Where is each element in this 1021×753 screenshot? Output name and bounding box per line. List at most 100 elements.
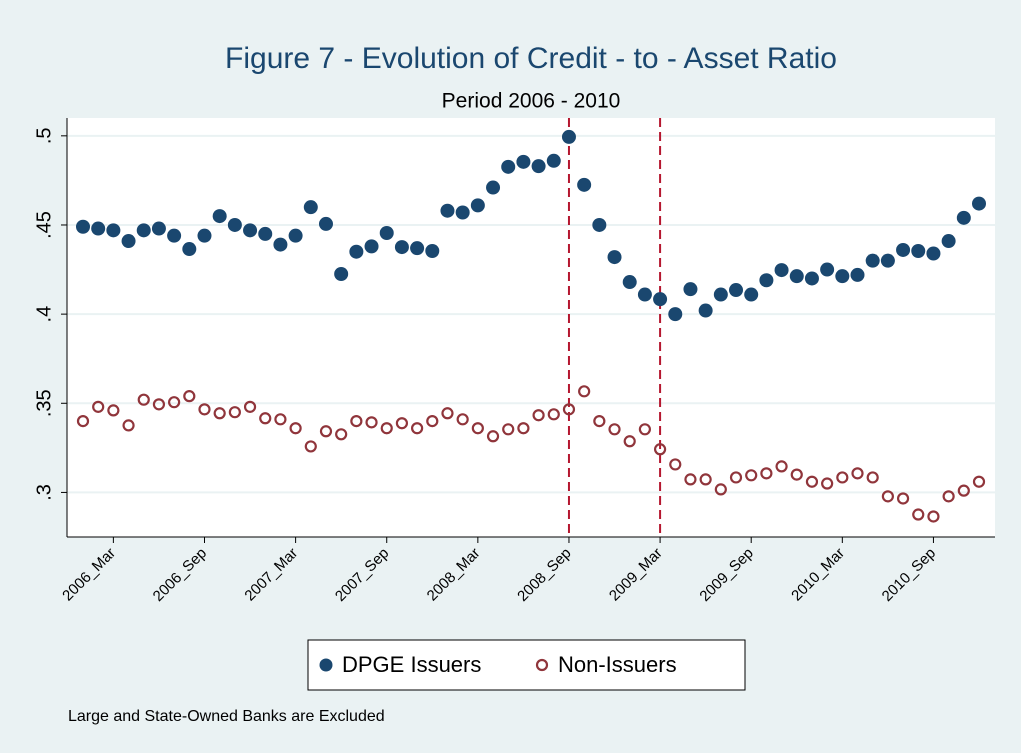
point bbox=[304, 440, 317, 453]
point bbox=[394, 240, 409, 255]
point bbox=[289, 422, 302, 435]
point bbox=[136, 223, 151, 238]
point bbox=[137, 393, 150, 406]
point bbox=[774, 263, 789, 278]
point bbox=[562, 403, 576, 416]
point bbox=[441, 407, 454, 420]
point bbox=[623, 435, 636, 448]
point bbox=[486, 180, 501, 195]
point bbox=[821, 477, 834, 490]
point bbox=[152, 398, 166, 411]
point bbox=[668, 307, 683, 322]
point bbox=[410, 241, 425, 256]
point bbox=[835, 269, 850, 284]
point bbox=[638, 423, 651, 436]
point bbox=[911, 244, 926, 259]
point bbox=[713, 287, 728, 302]
chart-subtitle: Period 2006 - 2010 bbox=[442, 90, 621, 113]
point bbox=[486, 430, 500, 443]
legend-marker bbox=[319, 658, 333, 672]
point bbox=[501, 159, 516, 174]
point bbox=[608, 423, 621, 436]
point bbox=[456, 413, 469, 426]
point bbox=[122, 419, 135, 432]
legend-box bbox=[307, 639, 746, 691]
point bbox=[896, 492, 910, 505]
legend-label: Non-Issuers bbox=[558, 652, 677, 677]
point bbox=[880, 253, 895, 268]
point bbox=[531, 159, 546, 174]
point bbox=[274, 413, 287, 426]
point bbox=[183, 390, 196, 403]
point bbox=[729, 283, 744, 298]
point bbox=[517, 422, 530, 435]
point bbox=[912, 508, 925, 521]
point bbox=[805, 475, 819, 488]
point bbox=[699, 473, 712, 486]
point bbox=[91, 221, 106, 236]
point bbox=[683, 282, 698, 297]
point bbox=[121, 234, 136, 249]
chart-title: Figure 7 - Evolution of Credit - to - As… bbox=[225, 42, 837, 75]
point bbox=[578, 385, 591, 398]
point bbox=[729, 471, 743, 484]
point bbox=[288, 228, 303, 243]
point bbox=[425, 244, 440, 259]
point bbox=[303, 200, 318, 215]
point bbox=[213, 407, 226, 420]
legend-marker bbox=[535, 658, 549, 672]
point bbox=[881, 490, 894, 503]
point bbox=[411, 422, 424, 435]
point bbox=[760, 467, 773, 480]
point bbox=[227, 217, 242, 232]
point bbox=[926, 246, 941, 261]
point bbox=[745, 469, 758, 482]
point bbox=[957, 484, 970, 497]
point bbox=[865, 253, 880, 268]
point bbox=[592, 217, 607, 232]
point bbox=[76, 415, 90, 428]
point bbox=[350, 415, 363, 428]
y-tick-label: .5 bbox=[33, 127, 55, 144]
point bbox=[684, 473, 697, 486]
point bbox=[167, 228, 182, 243]
point bbox=[516, 154, 531, 169]
point bbox=[653, 443, 667, 456]
point bbox=[76, 219, 90, 234]
point bbox=[956, 210, 971, 225]
point bbox=[942, 490, 955, 503]
point bbox=[365, 416, 378, 429]
point bbox=[455, 205, 470, 220]
point bbox=[851, 467, 864, 480]
point bbox=[502, 423, 515, 436]
point bbox=[440, 203, 455, 218]
point bbox=[896, 242, 911, 257]
point bbox=[106, 223, 121, 238]
point bbox=[622, 275, 637, 290]
point bbox=[212, 209, 227, 224]
point bbox=[335, 428, 348, 441]
point bbox=[258, 226, 273, 241]
point bbox=[820, 262, 835, 277]
point bbox=[714, 483, 727, 496]
point bbox=[426, 415, 439, 428]
point bbox=[790, 468, 803, 481]
point bbox=[653, 292, 668, 307]
point bbox=[972, 475, 986, 488]
point bbox=[197, 228, 212, 243]
point bbox=[243, 400, 257, 413]
note: Large and State-Owned Banks are Excluded bbox=[68, 708, 385, 725]
point bbox=[319, 425, 333, 438]
point bbox=[198, 403, 211, 416]
plot-area bbox=[67, 118, 995, 537]
y-tick-label: .4 bbox=[33, 306, 55, 323]
point bbox=[107, 404, 120, 417]
point bbox=[182, 242, 197, 257]
point bbox=[698, 303, 713, 318]
point bbox=[850, 267, 865, 282]
point bbox=[168, 396, 181, 409]
point bbox=[836, 471, 849, 484]
point bbox=[395, 417, 409, 430]
